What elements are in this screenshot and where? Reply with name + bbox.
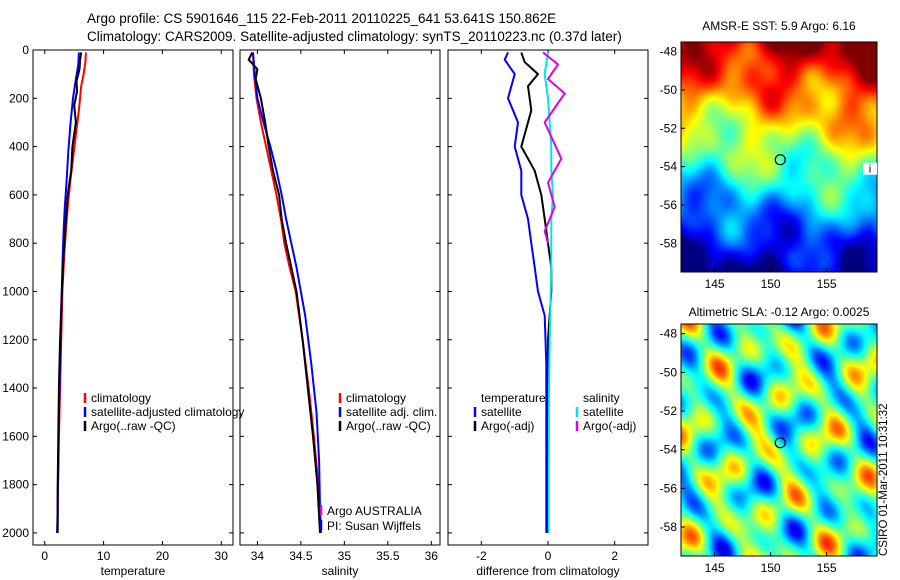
sla-heatmap [681, 324, 877, 556]
y-tick-label: 800 [9, 236, 29, 250]
series-line-argo-raw-qc- [56, 52, 83, 533]
sst-heatmap [681, 42, 877, 272]
legend-item-temp-satellite: satellite [481, 405, 522, 419]
y-tick-label: 2000 [2, 526, 29, 540]
x-tick-label: 36 [425, 549, 439, 563]
y-tick-label: 0 [22, 43, 29, 57]
series-line-satellite-adj-clim- [252, 52, 322, 533]
map-frame-sla-map [680, 323, 878, 557]
map-frame-sst-map [680, 41, 878, 273]
legend-item-argo: Argo(..raw -QC) [91, 419, 176, 433]
map-x-tick-label: 150 [761, 277, 781, 291]
y-tick-label: 1800 [2, 478, 29, 492]
annotation-institution: Argo AUSTRALIA [327, 504, 422, 518]
map-x-tick-label: 145 [705, 561, 725, 575]
map-y-tick-label: -50 [660, 365, 678, 379]
x-tick-label: 35 [338, 549, 352, 563]
map-y-tick-label: -52 [660, 404, 678, 418]
y-tick-label: 1200 [2, 333, 29, 347]
x-tick-label: 20 [156, 549, 170, 563]
map-y-tick-label: -48 [660, 327, 678, 341]
series-line-argo-raw-qc- [247, 51, 321, 533]
figure-title-line2: Climatology: CARS2009. Satellite-adjuste… [87, 29, 622, 44]
map-title-sla-map: Altimetric SLA: -0.12 Argo: 0.0025 [689, 305, 870, 319]
map-y-tick-label: -56 [660, 198, 678, 212]
x-tick-label: 35.5 [376, 549, 400, 563]
x-tick-label: 34.5 [289, 549, 313, 563]
x-tick-label: 0 [545, 549, 552, 563]
x-tick-label: 2 [611, 549, 618, 563]
legend-heading-temperature: temperature [481, 391, 546, 405]
legend-item-climatology: climatology [346, 391, 406, 405]
legend-heading-salinity: salinity [583, 391, 620, 405]
map-y-tick-label: -54 [660, 443, 678, 457]
x-axis-label-difference: difference from climatology [476, 564, 619, 578]
figure-title-line1: Argo profile: CS 5901646_115 22-Feb-2011… [87, 11, 557, 26]
argo-position-marker [774, 437, 786, 449]
legend-item-sal-argo: Argo(-adj) [583, 419, 636, 433]
x-tick-label: 10 [97, 549, 111, 563]
footer-stamp: CSIRO 01-Mar-2011 10:31:32 [878, 403, 890, 556]
x-tick-label: -2 [476, 549, 487, 563]
map-y-tick-label: -48 [660, 45, 678, 59]
legend-item-temp-argo: Argo(-adj) [481, 419, 534, 433]
x-tick-label: 0 [41, 549, 48, 563]
x-tick-label: 30 [215, 549, 229, 563]
y-tick-label: 1400 [2, 381, 29, 395]
plot-frame-temperature [32, 49, 234, 546]
map-y-tick-label: -58 [660, 520, 678, 534]
map-y-tick-label: -52 [660, 121, 678, 135]
plot-frame-salinity [239, 49, 441, 546]
legend-item-climatology: climatology [91, 391, 151, 405]
legend-item-satellite: satellite adj. clim. [346, 405, 437, 419]
map-title-sst-map: AMSR-E SST: 5.9 Argo: 6.16 [702, 19, 856, 33]
map-edge-label-box [863, 162, 877, 175]
y-tick-label: 400 [9, 140, 29, 154]
legend-item-satellite: satellite-adjusted climatology [91, 405, 244, 419]
map-edge-label: i [869, 164, 871, 176]
map-y-tick-label: -58 [660, 236, 678, 250]
map-y-tick-label: -56 [660, 481, 678, 495]
map-x-tick-label: 155 [817, 277, 837, 291]
series-line-salinity-satellite [543, 52, 555, 533]
x-axis-label-temperature: temperature [101, 564, 166, 578]
y-tick-label: 200 [9, 91, 29, 105]
y-tick-label: 1600 [2, 429, 29, 443]
map-y-tick-label: -54 [660, 160, 678, 174]
map-y-tick-label: -50 [660, 83, 678, 97]
series-line-temperature-satellite [503, 51, 548, 533]
annotation-pi: PI: Susan Wijffels [327, 519, 421, 533]
argo-position-marker [774, 154, 786, 166]
legend-item-sal-satellite: satellite [583, 405, 624, 419]
legend-item-argo: Argo(..raw -QC) [346, 419, 431, 433]
x-tick-label: 34 [251, 549, 265, 563]
map-x-tick-label: 145 [705, 277, 725, 291]
y-tick-label: 1000 [2, 284, 29, 298]
map-x-tick-label: 150 [761, 561, 781, 575]
y-tick-label: 600 [9, 188, 29, 202]
series-line-salinity-argo-adj- [542, 51, 567, 244]
x-axis-label-salinity: salinity [322, 564, 359, 578]
map-x-tick-label: 155 [817, 561, 837, 575]
